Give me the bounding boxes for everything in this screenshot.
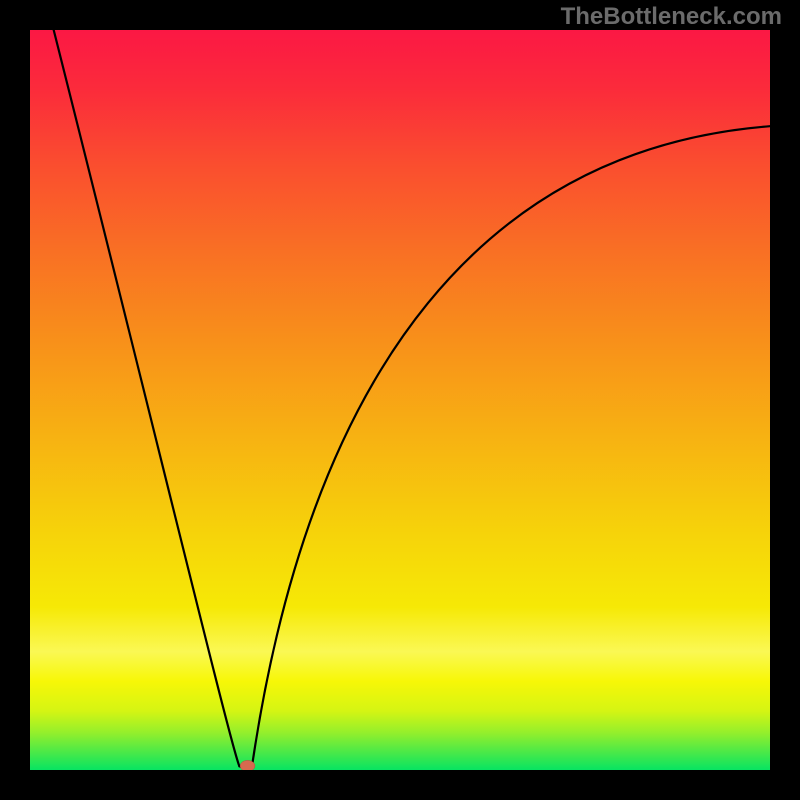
- watermark-text: TheBottleneck.com: [561, 3, 782, 31]
- curve-right-branch: [252, 126, 770, 766]
- curve-layer: [30, 30, 770, 770]
- curve-left-branch: [54, 30, 240, 766]
- dip-marker: [240, 760, 255, 770]
- chart-container: TheBottleneck.com: [0, 0, 800, 800]
- plot-area: [30, 30, 770, 770]
